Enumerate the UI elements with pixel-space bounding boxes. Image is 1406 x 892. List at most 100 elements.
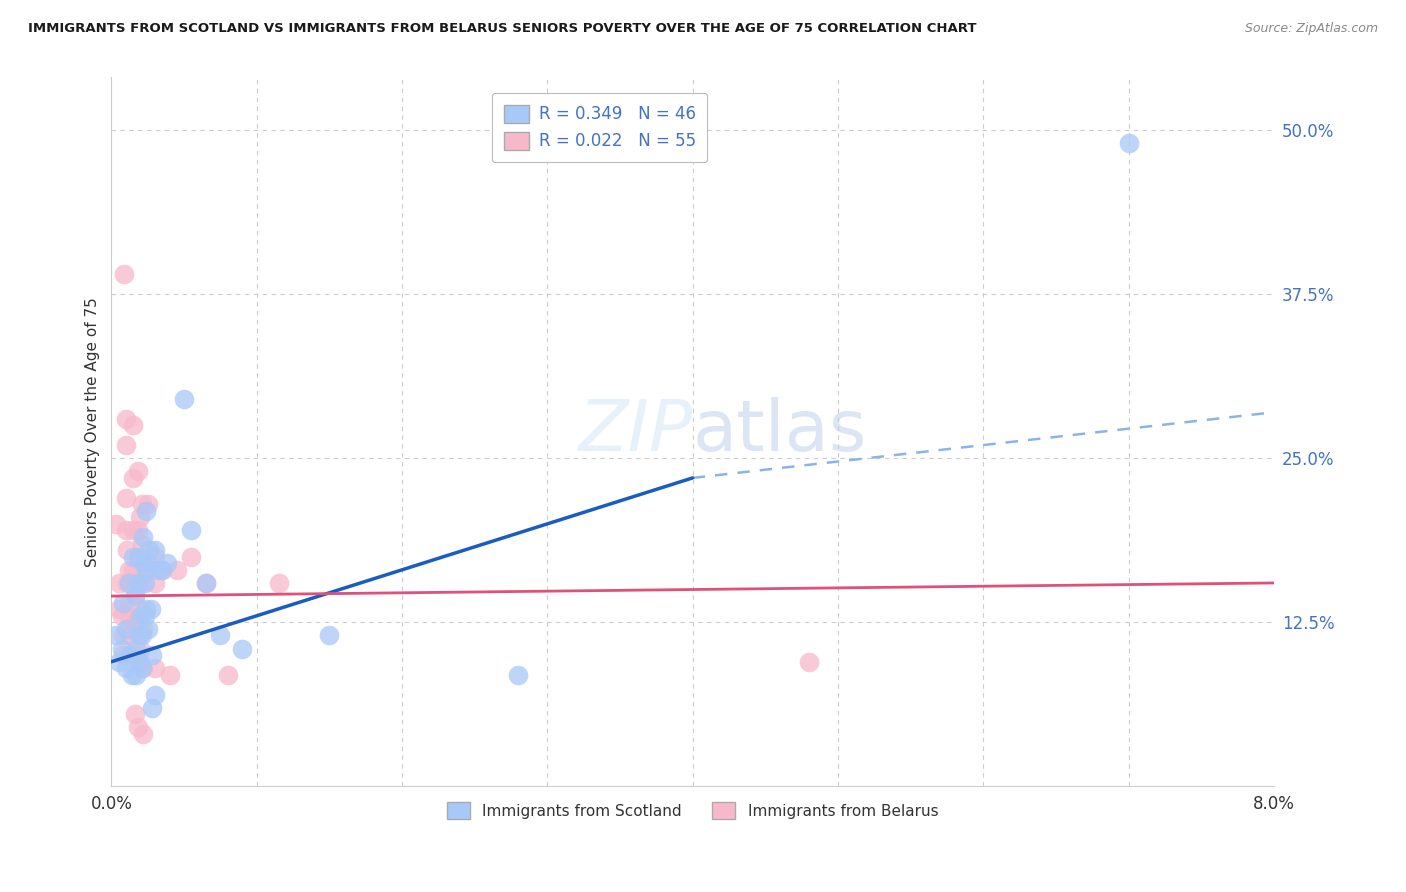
Point <box>125 668 148 682</box>
Point <box>115 524 138 538</box>
Point <box>125 641 148 656</box>
Point <box>127 549 149 564</box>
Point <box>156 556 179 570</box>
Text: Source: ZipAtlas.com: Source: ZipAtlas.com <box>1244 22 1378 36</box>
Point <box>194 576 217 591</box>
Point <box>117 576 139 591</box>
Point <box>129 510 152 524</box>
Point <box>110 641 132 656</box>
Point <box>107 602 129 616</box>
Legend: Immigrants from Scotland, Immigrants from Belarus: Immigrants from Scotland, Immigrants fro… <box>441 796 945 825</box>
Point <box>122 418 145 433</box>
Point <box>118 596 141 610</box>
Point <box>267 576 290 591</box>
Point <box>104 628 127 642</box>
Point <box>131 628 153 642</box>
Point <box>180 524 202 538</box>
Point <box>139 602 162 616</box>
Point <box>132 727 155 741</box>
Point <box>131 536 153 550</box>
Point <box>129 641 152 656</box>
Point <box>110 608 132 623</box>
Point <box>120 628 142 642</box>
Point <box>136 622 159 636</box>
Point <box>115 622 138 636</box>
Point <box>122 549 145 564</box>
Point <box>112 648 135 662</box>
Point <box>129 608 152 623</box>
Point <box>150 563 173 577</box>
Point <box>124 615 146 630</box>
Point <box>127 576 149 591</box>
Point <box>112 596 135 610</box>
Point <box>132 622 155 636</box>
Point <box>146 563 169 577</box>
Point <box>115 438 138 452</box>
Point <box>173 392 195 406</box>
Point <box>143 576 166 591</box>
Point <box>141 648 163 662</box>
Point <box>1118 136 1140 150</box>
Point <box>797 655 820 669</box>
Point <box>132 576 155 591</box>
Point <box>115 491 138 505</box>
Point <box>127 464 149 478</box>
Point <box>135 504 157 518</box>
Y-axis label: Seniors Poverty Over the Age of 75: Seniors Poverty Over the Age of 75 <box>86 297 100 566</box>
Point <box>131 661 153 675</box>
Point <box>124 589 146 603</box>
Point <box>127 720 149 734</box>
Point <box>127 524 149 538</box>
Point <box>136 556 159 570</box>
Point <box>150 563 173 577</box>
Point <box>107 576 129 591</box>
Point <box>143 661 166 675</box>
Point <box>138 543 160 558</box>
Point <box>129 549 152 564</box>
Point <box>122 471 145 485</box>
Point <box>132 661 155 675</box>
Point <box>141 700 163 714</box>
Point <box>129 602 152 616</box>
Point <box>143 543 166 558</box>
Point <box>129 655 152 669</box>
Point <box>118 576 141 591</box>
Point <box>120 648 142 662</box>
Point <box>134 576 156 591</box>
Point <box>143 688 166 702</box>
Point <box>132 556 155 570</box>
Point <box>508 668 530 682</box>
Point <box>118 608 141 623</box>
Point <box>136 563 159 577</box>
Point <box>143 549 166 564</box>
Text: ZIP: ZIP <box>578 398 693 467</box>
Point <box>117 543 139 558</box>
Point <box>217 668 239 682</box>
Point <box>122 524 145 538</box>
Text: IMMIGRANTS FROM SCOTLAND VS IMMIGRANTS FROM BELARUS SENIORS POVERTY OVER THE AGE: IMMIGRANTS FROM SCOTLAND VS IMMIGRANTS F… <box>28 22 977 36</box>
Point <box>104 516 127 531</box>
Point <box>122 563 145 577</box>
Point <box>135 602 157 616</box>
Point <box>112 628 135 642</box>
Point <box>318 628 340 642</box>
Point <box>124 648 146 662</box>
Point <box>115 661 138 675</box>
Point <box>120 648 142 662</box>
Point <box>209 628 232 642</box>
Point <box>124 589 146 603</box>
Point <box>166 563 188 577</box>
Point <box>127 576 149 591</box>
Point <box>135 563 157 577</box>
Point <box>121 668 143 682</box>
Point <box>127 655 149 669</box>
Point <box>115 412 138 426</box>
Text: atlas: atlas <box>693 398 868 467</box>
Point <box>194 576 217 591</box>
Point <box>159 668 181 682</box>
Point <box>127 615 149 630</box>
Point <box>136 497 159 511</box>
Point <box>118 563 141 577</box>
Point <box>131 497 153 511</box>
Point <box>128 628 150 642</box>
